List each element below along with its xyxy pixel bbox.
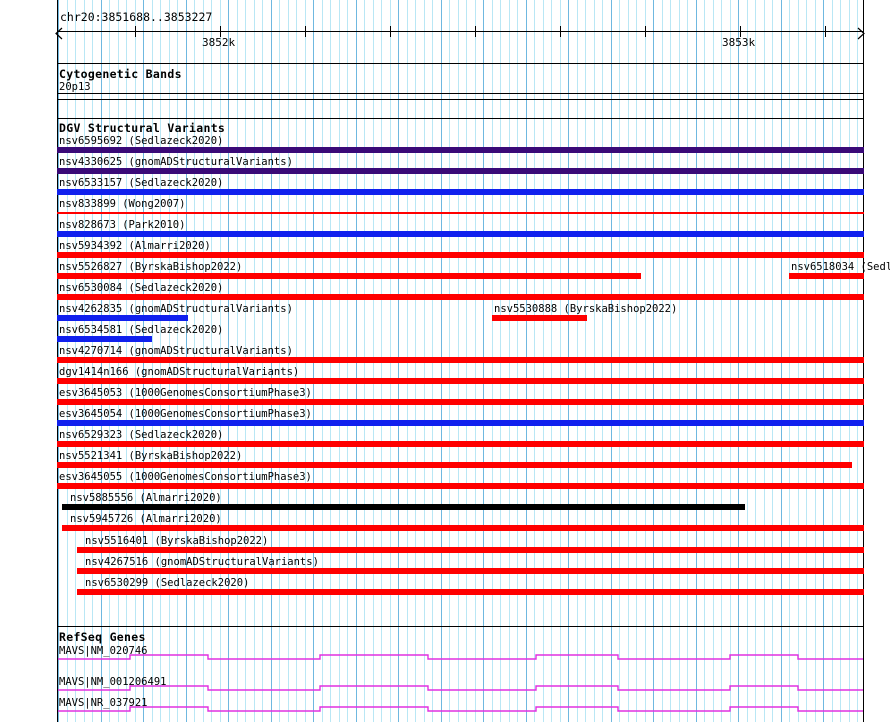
panel-divider [57,118,864,119]
gene-model[interactable] [58,653,863,663]
variant-bar[interactable] [57,420,864,426]
ruler-tick [135,26,136,37]
variant-track-label[interactable]: nsv5530888 (ByrskaBishop2022) [494,303,678,315]
variant-track-label[interactable]: nsv4270714 (gnomADStructuralVariants) [59,345,293,357]
variant-track-label[interactable]: nsv6518034 (Sedl [791,261,890,273]
variant-bar[interactable] [57,252,864,258]
gene-model[interactable] [58,684,863,694]
variant-bar[interactable] [57,462,852,468]
gene-track-label[interactable]: MAVS|NM_001206491 [59,676,167,688]
variant-bar[interactable] [57,357,864,363]
ruler-tick [645,26,646,37]
variant-track-label[interactable]: nsv6529323 (Sedlazeck2020) [59,429,224,441]
variant-bar[interactable] [57,294,864,300]
variant-track-label[interactable]: nsv4262835 (gnomADStructuralVariants) [59,303,293,315]
variant-track-label[interactable]: nsv5885556 (Almarri2020) [70,492,222,504]
section-title-refseq-genes: RefSeq Genes [59,630,146,644]
variant-track-label[interactable]: nsv6533157 (Sedlazeck2020) [59,177,224,189]
variant-bar[interactable] [57,212,864,214]
variant-track-label[interactable]: nsv5521341 (ByrskaBishop2022) [59,450,243,462]
variant-bar[interactable] [57,315,188,321]
ruler-tick [390,26,391,37]
variant-bar[interactable] [57,147,864,153]
variant-track-label[interactable]: esv3645053 (1000GenomesConsortiumPhase3) [59,387,312,399]
cytoband-label: 20p13 [59,81,91,93]
gene-track-label[interactable]: MAVS|NM_020746 [59,645,148,657]
variant-bar[interactable] [57,273,641,279]
ruler-tick-label: 3852k [202,36,236,49]
variant-bar[interactable] [57,399,864,405]
variant-track-label[interactable]: esv3645054 (1000GenomesConsortiumPhase3) [59,408,312,420]
variant-track-label[interactable]: nsv5526827 (ByrskaBishop2022) [59,261,243,273]
panel-divider [57,99,864,100]
ruler-tick [475,26,476,37]
gene-model[interactable] [58,705,863,715]
panel-divider [57,626,864,627]
right-arrow-icon[interactable] [856,25,865,40]
variant-bar[interactable] [57,168,864,174]
variant-bar[interactable] [492,315,587,321]
variant-track-label[interactable]: dgv1414n166 (gnomADStructuralVariants) [59,366,300,378]
ruler-tick [825,26,826,37]
variant-bar[interactable] [62,525,864,531]
variant-track-label[interactable]: nsv828673 (Park2010) [59,219,186,231]
variant-bar[interactable] [789,273,864,279]
gene-track-label[interactable]: MAVS|NR_037921 [59,697,148,709]
variant-track-label[interactable]: nsv5516401 (ByrskaBishop2022) [85,535,269,547]
panel-divider [57,93,864,94]
variant-bar[interactable] [57,336,152,342]
variant-track-label[interactable]: nsv5945726 (Almarri2020) [70,513,222,525]
section-title-dgv-structural-variants: DGV Structural Variants [59,121,226,135]
variant-track-label[interactable]: esv3645055 (1000GenomesConsortiumPhase3) [59,471,312,483]
variant-bar[interactable] [57,441,864,447]
left-arrow-icon[interactable] [55,25,63,40]
variant-track-label[interactable]: nsv4330625 (gnomADStructuralVariants) [59,156,293,168]
ruler-tick [305,26,306,37]
variant-track-label[interactable]: nsv6595692 (Sedlazeck2020) [59,135,224,147]
variant-bar[interactable] [77,547,864,553]
variant-track-label[interactable]: nsv6530084 (Sedlazeck2020) [59,282,224,294]
variant-bar[interactable] [57,483,864,489]
ruler-tick [560,26,561,37]
variant-bar[interactable] [57,189,864,195]
variant-bar[interactable] [57,378,864,384]
variant-track-label[interactable]: nsv6530299 (Sedlazeck2020) [85,577,250,589]
ruler-tick [740,26,741,37]
variant-bar[interactable] [77,589,864,595]
variant-track-label[interactable]: nsv4267516 (gnomADStructuralVariants) [85,556,319,568]
section-title-cytogenetic-bands: Cytogenetic Bands [59,67,182,81]
variant-track-label[interactable]: nsv6534581 (Sedlazeck2020) [59,324,224,336]
variant-track-label[interactable]: nsv833899 (Wong2007) [59,198,186,210]
variant-bar[interactable] [57,231,864,237]
variant-bar[interactable] [77,568,864,574]
variant-bar[interactable] [62,504,745,510]
ruler-axis [57,31,863,32]
coordinate-label: chr20:3851688..3853227 [60,10,213,24]
ruler-tick-label: 3853k [722,36,756,49]
variant-track-label[interactable]: nsv5934392 (Almarri2020) [59,240,211,252]
panel-divider [57,63,864,64]
